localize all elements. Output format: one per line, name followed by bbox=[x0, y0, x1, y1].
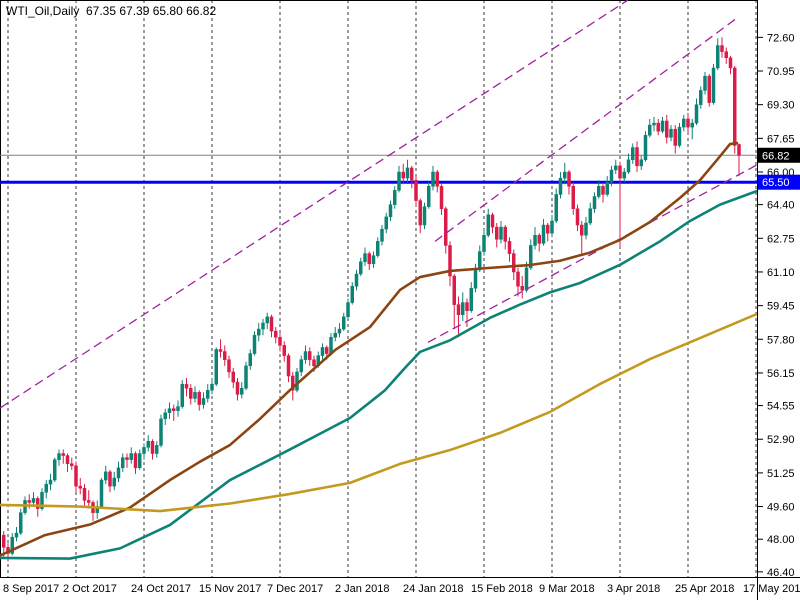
price-tick-label: 52.90 bbox=[767, 434, 795, 446]
date-tick-label: 8 Sep 2017 bbox=[3, 583, 59, 595]
price-tick-label: 61.10 bbox=[767, 267, 795, 279]
price-tick-label: 54.55 bbox=[767, 401, 795, 413]
date-tick-label: 2 Jan 2018 bbox=[335, 583, 389, 595]
price-tick-label: 72.60 bbox=[767, 32, 795, 44]
price-tick-label: 51.25 bbox=[767, 468, 795, 480]
date-tick-label: 3 Apr 2018 bbox=[607, 583, 660, 595]
date-tick-label: 2 Oct 2017 bbox=[63, 583, 117, 595]
date-tick-label: 25 Apr 2018 bbox=[675, 583, 734, 595]
date-tick-label: 15 Feb 2018 bbox=[471, 583, 533, 595]
price-tick-label: 48.00 bbox=[767, 534, 795, 546]
price-tick-label: 59.45 bbox=[767, 301, 795, 313]
sma-fast-brown bbox=[0, 141, 739, 557]
date-tick-label: 17 May 2018 bbox=[743, 583, 800, 595]
price-axis[interactable]: 72.6070.9569.3067.6566.0064.4062.7561.10… bbox=[757, 0, 795, 600]
date-tick-label: 7 Dec 2017 bbox=[267, 583, 323, 595]
price-tick-label: 67.65 bbox=[767, 133, 795, 145]
price-tick-label: 64.40 bbox=[767, 200, 795, 212]
price-tick-label: 62.75 bbox=[767, 233, 795, 245]
price-tick-label: 69.30 bbox=[767, 100, 795, 112]
price-marker-boxes: 66.82 65.50 bbox=[758, 147, 800, 190]
symbol-ohlc-title: WTI_Oil,Daily 67.35 67.39 65.80 66.82 bbox=[6, 4, 217, 18]
price-tick-label: 46.40 bbox=[767, 567, 795, 579]
date-tick-label: 9 Mar 2018 bbox=[539, 583, 595, 595]
hline-price-box: 65.50 bbox=[762, 177, 790, 189]
date-tick-label: 15 Nov 2017 bbox=[199, 583, 261, 595]
price-tick-label: 49.60 bbox=[767, 502, 795, 514]
price-tick-label: 70.95 bbox=[767, 66, 795, 78]
date-axis[interactable]: 8 Sep 2017 2 Oct 2017 24 Oct 2017 15 Nov 20… bbox=[0, 577, 800, 596]
date-gridlines bbox=[7, 0, 757, 577]
sma-slow-gold bbox=[0, 312, 759, 513]
price-tick-label: 57.80 bbox=[767, 334, 795, 346]
trend-channel-lines[interactable] bbox=[0, 0, 758, 409]
date-tick-label: 24 Jan 2018 bbox=[403, 583, 464, 595]
moving-average-lines bbox=[0, 141, 759, 560]
price-tick-label: 56.15 bbox=[767, 368, 795, 380]
candlesticks[interactable] bbox=[2, 37, 741, 562]
date-tick-label: 24 Oct 2017 bbox=[131, 583, 191, 595]
sma-mid-teal bbox=[0, 189, 759, 560]
bid-price-box: 66.82 bbox=[762, 150, 790, 162]
